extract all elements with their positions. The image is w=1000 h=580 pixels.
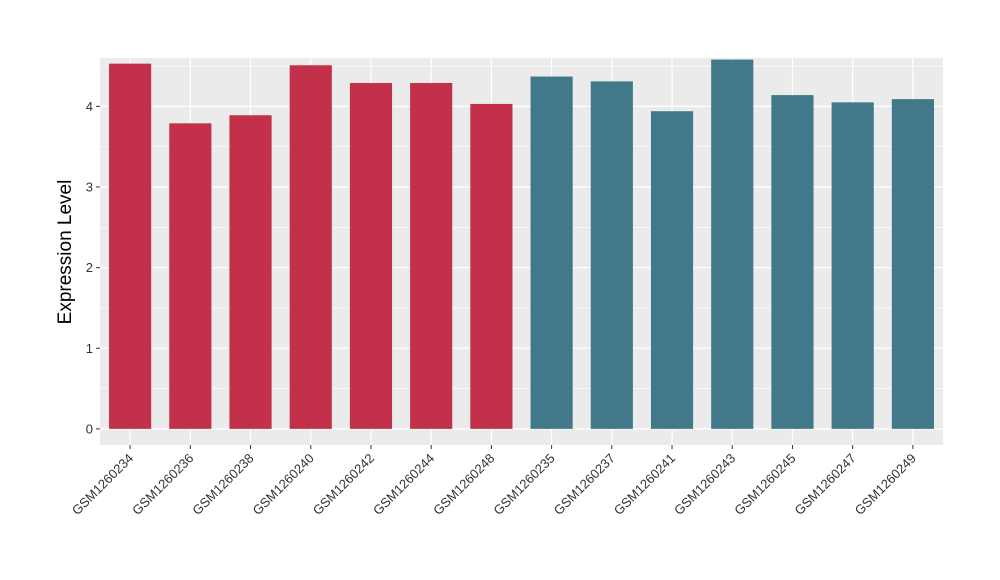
x-tick-label: GSM1260237 <box>551 451 618 518</box>
x-tick-label: GSM1260249 <box>852 451 919 518</box>
bar-GSM1260238 <box>229 115 272 429</box>
y-tick-label: 2 <box>86 260 93 275</box>
bar-GSM1260240 <box>289 65 332 429</box>
bar-GSM1260245 <box>771 95 814 429</box>
x-tick-label: GSM1260241 <box>611 451 678 518</box>
bar-GSM1260241 <box>650 111 694 429</box>
y-tick-label: 1 <box>86 341 93 356</box>
x-tick-label: GSM1260236 <box>129 451 196 518</box>
bar-GSM1260236 <box>169 123 212 429</box>
bar-GSM1260237 <box>590 81 633 429</box>
y-axis: 0 1 2 3 4 <box>86 99 100 436</box>
bar-GSM1260244 <box>410 82 453 429</box>
bar-GSM1260235 <box>530 76 573 429</box>
x-tick-label: GSM1260243 <box>671 451 738 518</box>
x-tick-label: GSM1260238 <box>189 451 256 518</box>
x-tick-label: GSM1260248 <box>430 451 497 518</box>
x-tick-label: GSM1260244 <box>370 451 437 518</box>
bar-GSM1260234 <box>109 63 152 429</box>
x-tick-label: GSM1260234 <box>69 451 136 518</box>
y-tick-label: 0 <box>86 421 93 436</box>
x-tick-label: GSM1260240 <box>250 451 317 518</box>
bar-GSM1260248 <box>470 103 513 429</box>
bars <box>109 59 934 429</box>
plot-panel <box>100 58 943 445</box>
x-tick-label: GSM1260245 <box>731 451 798 518</box>
x-axis: GSM1260234GSM1260236GSM1260238GSM1260240… <box>69 445 919 518</box>
bar-GSM1260242 <box>349 82 393 429</box>
y-axis-title: Expression Level <box>55 180 76 325</box>
x-tick-label: GSM1260247 <box>791 451 858 518</box>
x-tick-label: GSM1260235 <box>490 451 557 518</box>
bar-GSM1260243 <box>711 59 754 429</box>
x-tick-label: GSM1260242 <box>310 451 377 518</box>
y-tick-label: 4 <box>86 99 93 114</box>
bar-GSM1260249 <box>891 99 934 429</box>
y-tick-label: 3 <box>86 180 93 195</box>
bar-GSM1260247 <box>831 102 874 429</box>
